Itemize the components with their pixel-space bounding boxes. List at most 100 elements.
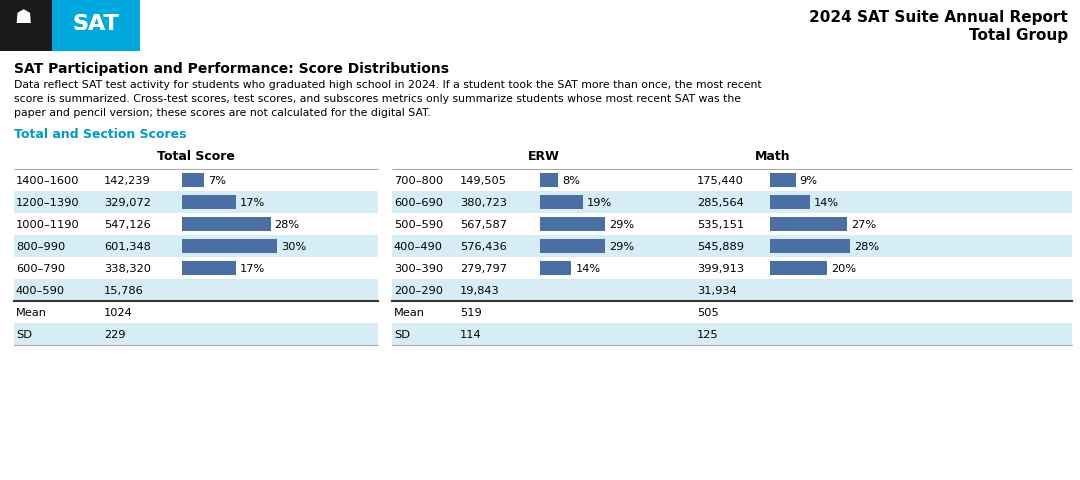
Bar	[770, 240, 850, 253]
Text: 285,564: 285,564	[697, 198, 744, 207]
Bar	[540, 195, 582, 210]
Text: 399,913: 399,913	[697, 264, 744, 274]
Text: Data reflect SAT test activity for students who graduated high school in 2024. I: Data reflect SAT test activity for stude…	[14, 80, 761, 90]
Text: 29%: 29%	[609, 219, 634, 229]
Text: SD: SD	[394, 329, 410, 339]
Text: 545,889: 545,889	[697, 241, 744, 252]
Text: 28%: 28%	[274, 219, 300, 229]
Text: 576,436: 576,436	[460, 241, 507, 252]
Bar	[540, 262, 571, 276]
Bar	[770, 195, 810, 210]
Text: 7%: 7%	[208, 176, 226, 186]
Text: 400–490: 400–490	[394, 241, 443, 252]
Text: 1200–1390: 1200–1390	[16, 198, 80, 207]
Text: 380,723: 380,723	[460, 198, 507, 207]
Bar	[14, 169, 378, 192]
Bar	[392, 301, 1072, 324]
Bar	[52, 0, 140, 52]
Bar	[14, 257, 378, 279]
Text: SAT: SAT	[72, 14, 120, 34]
Text: 600–790: 600–790	[16, 264, 65, 274]
Text: 17%: 17%	[240, 264, 265, 274]
Text: score is summarized. Cross-test scores, test scores, and subscores metrics only : score is summarized. Cross-test scores, …	[14, 94, 741, 104]
Text: 19,843: 19,843	[460, 286, 500, 295]
Text: 700–800: 700–800	[394, 176, 443, 186]
Text: 1400–1600: 1400–1600	[16, 176, 80, 186]
Text: Total Group: Total Group	[969, 28, 1068, 43]
Text: 279,797: 279,797	[460, 264, 507, 274]
Bar	[183, 174, 204, 188]
Bar	[392, 169, 1072, 192]
Text: Mean: Mean	[394, 307, 426, 317]
Text: 149,505: 149,505	[460, 176, 507, 186]
Text: 300–390: 300–390	[394, 264, 443, 274]
Text: 125: 125	[697, 329, 718, 339]
Text: 1024: 1024	[104, 307, 133, 317]
Text: 17%: 17%	[240, 198, 265, 207]
Bar	[770, 262, 827, 276]
Text: 600–690: 600–690	[394, 198, 443, 207]
Text: 800–990: 800–990	[16, 241, 65, 252]
Text: 14%: 14%	[814, 198, 839, 207]
Text: 30%: 30%	[281, 241, 307, 252]
Bar	[392, 148, 1072, 169]
Text: 601,348: 601,348	[104, 241, 151, 252]
Text: SAT Participation and Performance: Score Distributions: SAT Participation and Performance: Score…	[14, 62, 449, 76]
Bar	[183, 195, 235, 210]
Bar	[14, 279, 378, 301]
Text: Mean: Mean	[16, 307, 48, 317]
Text: Total Score: Total Score	[157, 150, 235, 163]
Bar	[183, 262, 235, 276]
Text: 19%: 19%	[586, 198, 612, 207]
Text: Total and Section Scores: Total and Section Scores	[14, 128, 187, 141]
Bar	[540, 240, 605, 253]
Text: ☗: ☗	[14, 8, 31, 27]
Bar	[770, 174, 796, 188]
Text: 175,440: 175,440	[697, 176, 744, 186]
Text: paper and pencil version; these scores are not calculated for the digital SAT.: paper and pencil version; these scores a…	[14, 108, 431, 118]
Text: SD: SD	[16, 329, 32, 339]
Text: 14%: 14%	[576, 264, 600, 274]
Text: ERW: ERW	[527, 150, 559, 163]
Bar	[14, 236, 378, 257]
Text: Math: Math	[755, 150, 791, 163]
Bar	[14, 214, 378, 236]
Text: 29%: 29%	[609, 241, 634, 252]
Bar	[540, 217, 605, 231]
Bar	[392, 279, 1072, 301]
Bar	[392, 324, 1072, 345]
Bar	[14, 324, 378, 345]
Text: 519: 519	[460, 307, 482, 317]
Text: 400–590: 400–590	[16, 286, 65, 295]
Bar	[392, 257, 1072, 279]
Text: 329,072: 329,072	[104, 198, 151, 207]
Text: 31,934: 31,934	[697, 286, 737, 295]
Text: 28%: 28%	[854, 241, 879, 252]
Text: 547,126: 547,126	[104, 219, 151, 229]
Text: 2024 SAT Suite Annual Report: 2024 SAT Suite Annual Report	[809, 10, 1068, 25]
Text: 142,239: 142,239	[104, 176, 151, 186]
Bar	[183, 217, 271, 231]
Text: 535,151: 535,151	[697, 219, 744, 229]
Text: 114: 114	[460, 329, 482, 339]
Text: 8%: 8%	[562, 176, 580, 186]
Text: 338,320: 338,320	[104, 264, 151, 274]
Bar	[183, 240, 276, 253]
Bar	[392, 214, 1072, 236]
Bar	[392, 236, 1072, 257]
Bar	[540, 174, 558, 188]
Text: 567,587: 567,587	[460, 219, 507, 229]
Text: 15,786: 15,786	[104, 286, 144, 295]
Text: 505: 505	[697, 307, 719, 317]
Text: 27%: 27%	[851, 219, 876, 229]
Text: 200–290: 200–290	[394, 286, 443, 295]
Bar	[0, 0, 52, 52]
Text: 9%: 9%	[799, 176, 818, 186]
Text: SAT: SAT	[72, 14, 120, 34]
Bar	[14, 148, 378, 169]
Text: 20%: 20%	[832, 264, 856, 274]
Text: 1000–1190: 1000–1190	[16, 219, 80, 229]
Bar	[14, 192, 378, 214]
Text: 229: 229	[104, 329, 125, 339]
Bar	[770, 217, 847, 231]
